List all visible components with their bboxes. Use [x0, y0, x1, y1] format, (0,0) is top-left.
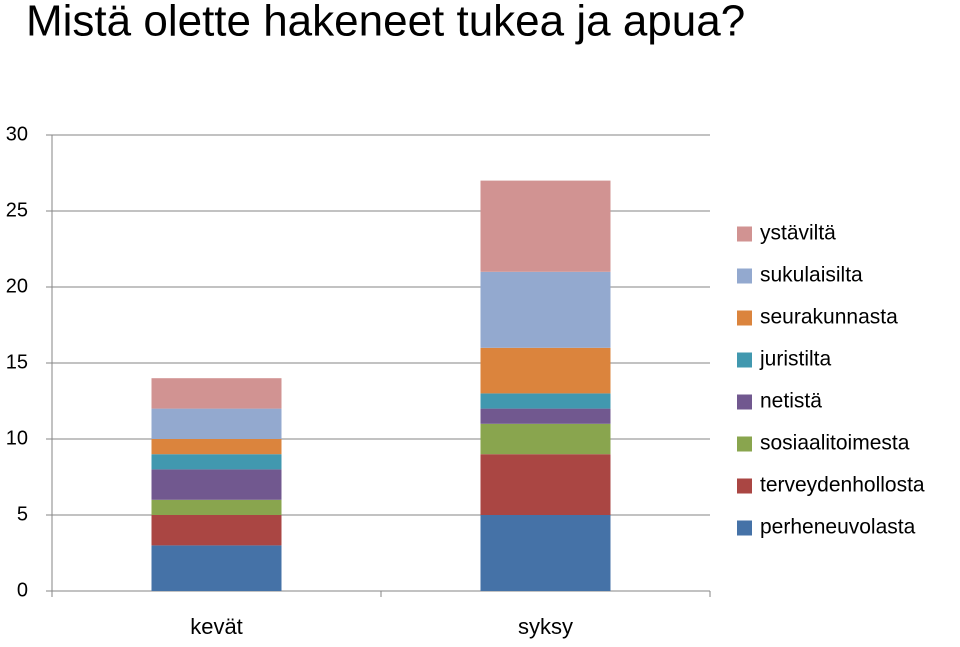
legend-label: perheneuvolasta [760, 516, 916, 539]
y-tick-label: 10 [6, 427, 28, 449]
y-tick-label: 5 [17, 503, 28, 525]
legend-label: terveydenhollosta [760, 474, 925, 497]
y-tick-label: 30 [6, 123, 28, 145]
bar-segment [151, 439, 282, 455]
legend-label: sosiaalitoimesta [760, 432, 910, 455]
y-tick-label: 15 [6, 351, 28, 373]
legend-swatch [737, 436, 752, 452]
bar-segment [480, 515, 611, 591]
legend-swatch [737, 478, 752, 494]
legend-swatch [737, 520, 752, 536]
bar-segment [480, 454, 611, 515]
bar-segment [480, 393, 611, 409]
legend-swatch [737, 268, 752, 284]
legend-label: sukulaisilta [760, 264, 863, 287]
bar-segment [480, 180, 611, 272]
bar-segment [151, 545, 282, 591]
chart-title: Mistä olette hakeneet tukea ja apua? [26, 0, 745, 46]
legend-label: juristilta [759, 348, 832, 371]
legend-swatch [737, 394, 752, 410]
legend-swatch [737, 310, 752, 326]
x-tick-label: kevät [190, 614, 243, 639]
bar-segment [480, 408, 611, 424]
bar-segment [151, 515, 282, 546]
legend-label: ystäviltä [760, 222, 836, 245]
bar-segment [151, 469, 282, 500]
legend-swatch [737, 352, 752, 368]
bar-segment [480, 347, 611, 394]
bar-segment [151, 499, 282, 515]
x-tick-label: syksy [518, 614, 573, 639]
legend-swatch [737, 226, 752, 242]
bar-segment [151, 408, 282, 439]
bar-segment [151, 378, 282, 409]
y-tick-label: 20 [6, 275, 28, 297]
bar-segment [151, 454, 282, 470]
y-tick-label: 25 [6, 199, 28, 221]
legend-label: seurakunnasta [760, 306, 898, 329]
y-tick-label: 0 [17, 579, 28, 601]
bar-segment [480, 271, 611, 348]
bar-segment [480, 423, 611, 455]
legend-label: netistä [760, 390, 822, 413]
